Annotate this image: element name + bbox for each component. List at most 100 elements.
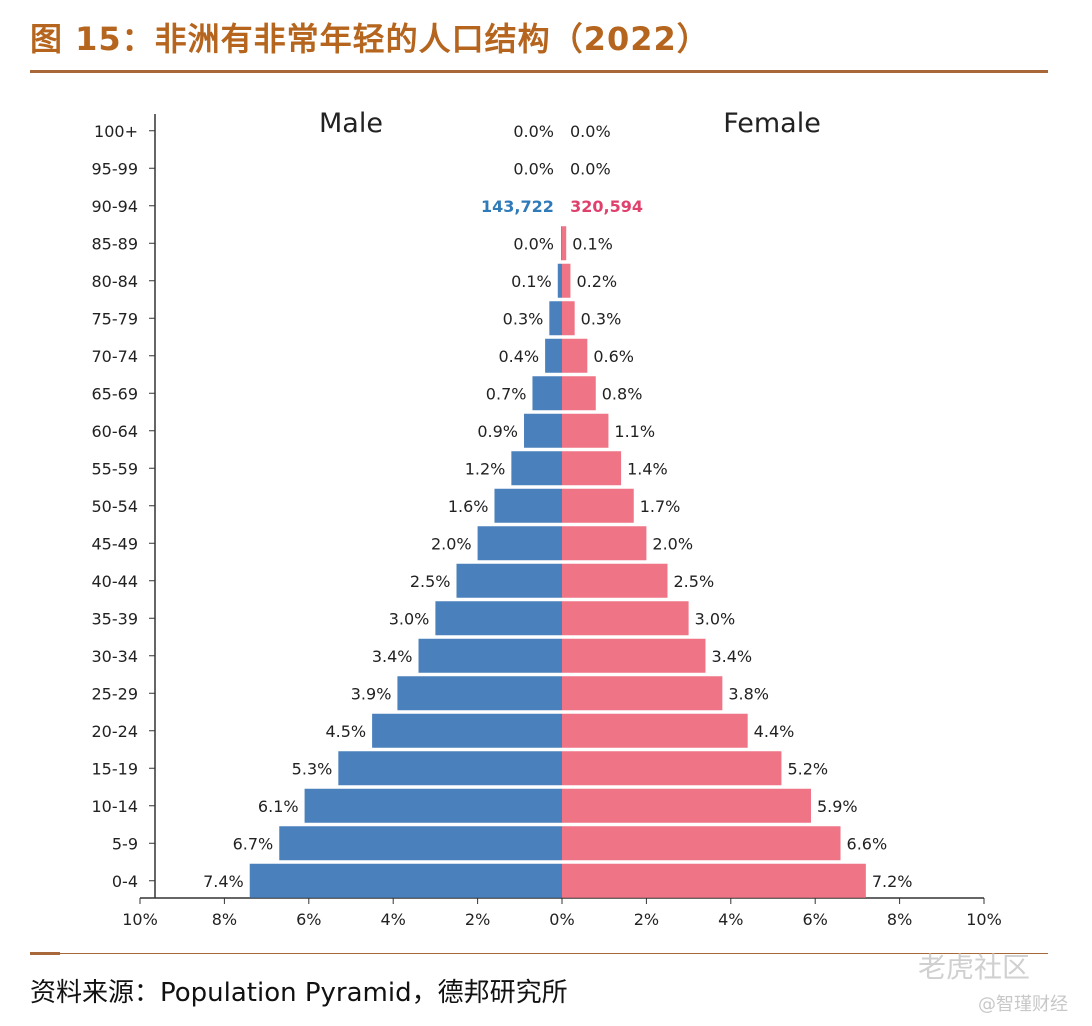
male-value-label: 3.4% <box>372 647 413 666</box>
age-group-label: 100+ <box>94 122 138 141</box>
female-bar <box>562 601 689 636</box>
male-value-label: 6.7% <box>233 834 274 853</box>
age-group-label: 20-24 <box>92 722 139 741</box>
female-value-label: 1.1% <box>614 422 655 441</box>
female-bar <box>562 488 634 523</box>
female-value-label: 2.0% <box>652 534 693 553</box>
female-bar <box>562 713 748 748</box>
x-tick-label: 8% <box>887 910 912 929</box>
age-group-label: 10-14 <box>92 797 139 816</box>
watermark-logo-text: 老虎社区 <box>918 951 1031 984</box>
male-bar <box>372 713 562 748</box>
male-bar <box>304 788 562 823</box>
x-tick-label: 2% <box>634 910 659 929</box>
male-value-label: 0.3% <box>503 309 544 328</box>
male-value-label: 0.0% <box>513 122 554 141</box>
female-value-label: 7.2% <box>872 872 913 891</box>
age-group-label: 90-94 <box>92 197 139 216</box>
male-value-label: 3.9% <box>351 684 392 703</box>
male-bar <box>435 601 562 636</box>
legend-female: Female <box>723 108 821 139</box>
female-value-label: 6.6% <box>847 834 888 853</box>
source-note: 资料来源：Population Pyramid，德邦研究所 <box>30 978 568 1008</box>
male-bar <box>561 226 562 261</box>
age-group-label: 0-4 <box>112 872 138 891</box>
male-bar <box>549 301 562 336</box>
title-rule <box>30 70 1048 73</box>
age-group-label: 50-54 <box>92 497 139 516</box>
male-value-label: 2.0% <box>431 534 472 553</box>
female-bar <box>562 826 841 861</box>
female-value-label: 3.4% <box>711 647 752 666</box>
x-tick-label: 10% <box>122 910 158 929</box>
age-group-label: 40-44 <box>92 572 139 591</box>
female-bar <box>562 863 866 898</box>
male-value-label: 0.4% <box>498 347 539 366</box>
x-tick-label: 6% <box>803 910 828 929</box>
female-bar <box>562 338 588 373</box>
age-group-label: 75-79 <box>92 309 139 328</box>
age-group-label: 65-69 <box>92 384 139 403</box>
female-value-label: 5.9% <box>817 797 858 816</box>
male-value-label: 0.1% <box>511 272 552 291</box>
female-bar <box>562 451 622 486</box>
legend-male: Male <box>319 108 383 139</box>
age-group-label: 45-49 <box>92 534 139 553</box>
male-bar <box>511 451 562 486</box>
male-value-label: 0.7% <box>486 384 527 403</box>
male-value-label: 2.5% <box>410 572 451 591</box>
male-value-label: 0.9% <box>477 422 518 441</box>
male-value-label: 5.3% <box>292 759 333 778</box>
age-group-label: 15-19 <box>92 759 139 778</box>
x-tick-label: 2% <box>465 910 490 929</box>
female-value-label: 0.6% <box>593 347 634 366</box>
footer-rule <box>30 953 1048 954</box>
female-value-label: 0.2% <box>576 272 617 291</box>
age-group-label: 60-64 <box>92 422 139 441</box>
male-value-label: 3.0% <box>389 609 430 628</box>
male-bar <box>338 751 562 786</box>
age-group-label: 30-34 <box>92 647 139 666</box>
male-bar <box>524 413 562 448</box>
female-value-label: 4.4% <box>754 722 795 741</box>
female-value-label: 320,594 <box>570 197 643 216</box>
female-value-label: 0.3% <box>581 309 622 328</box>
female-value-label: 0.1% <box>572 234 613 253</box>
male-bar <box>279 826 562 861</box>
age-group-label: 35-39 <box>92 609 139 628</box>
age-group-label: 85-89 <box>92 234 139 253</box>
female-bar <box>562 263 571 298</box>
male-bar <box>418 638 562 673</box>
female-value-label: 1.7% <box>640 497 681 516</box>
female-value-label: 0.8% <box>602 384 643 403</box>
male-bar <box>532 376 562 411</box>
watermark-handle: @智瑾财经 <box>978 994 1068 1015</box>
figure-title: 图 15：非洲有非常年轻的人口结构（2022） <box>30 20 710 58</box>
age-group-label: 25-29 <box>92 684 139 703</box>
female-bar <box>562 638 706 673</box>
age-group-label: 70-74 <box>92 347 139 366</box>
female-bar <box>562 376 596 411</box>
age-group-label: 55-59 <box>92 459 139 478</box>
x-tick-label: 0% <box>549 910 574 929</box>
male-bar <box>494 488 562 523</box>
female-bar <box>562 676 723 711</box>
age-group-label: 95-99 <box>92 159 139 178</box>
male-value-label: 1.2% <box>465 459 506 478</box>
female-value-label: 0.0% <box>570 159 611 178</box>
male-value-label: 6.1% <box>258 797 299 816</box>
x-tick-label: 6% <box>296 910 321 929</box>
female-bar <box>562 526 647 561</box>
female-value-label: 1.4% <box>627 459 668 478</box>
female-value-label: 5.2% <box>787 759 828 778</box>
female-value-label: 0.0% <box>570 122 611 141</box>
male-bar <box>456 563 562 598</box>
male-value-label: 4.5% <box>325 722 366 741</box>
x-tick-label: 10% <box>966 910 1002 929</box>
male-bar <box>477 526 562 561</box>
male-bar <box>397 676 562 711</box>
male-bar <box>249 863 562 898</box>
male-value-label: 143,722 <box>481 197 554 216</box>
female-value-label: 2.5% <box>674 572 715 591</box>
female-bar <box>562 788 811 823</box>
